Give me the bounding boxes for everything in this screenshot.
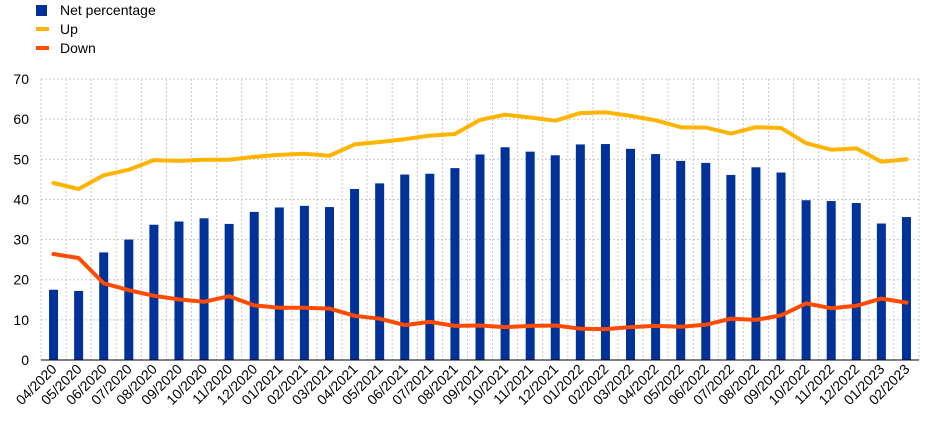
bar-net-percentage (274, 207, 284, 360)
bar-net-percentage (701, 162, 711, 360)
bar-net-percentage (74, 290, 84, 360)
bar-net-percentage (751, 167, 761, 360)
legend-label: Down (60, 40, 96, 56)
bar-net-percentage (450, 168, 460, 360)
bar-net-percentage (726, 174, 736, 360)
bar-net-percentage (149, 224, 159, 360)
bar-net-percentage (400, 174, 410, 360)
bar-net-percentage (600, 144, 610, 360)
legend-label: Up (60, 21, 78, 37)
bar-net-percentage (224, 223, 234, 360)
legend-label: Net percentage (60, 2, 156, 18)
bar-net-percentage (99, 252, 109, 360)
x-axis: 04/202005/202006/202007/202008/202009/20… (13, 359, 919, 408)
bar-net-percentage (651, 154, 661, 360)
bar-net-percentage (525, 151, 535, 360)
y-axis: 0 10 20 30 40 50 60 70 (13, 71, 29, 368)
legend-swatch-down (36, 46, 49, 50)
bar-net-percentage (676, 160, 686, 360)
bar-net-percentage (575, 144, 585, 360)
bar-net-percentage (199, 218, 209, 360)
y-tick-label: 20 (13, 272, 29, 288)
y-tick-label: 30 (13, 232, 29, 248)
bar-series (49, 144, 911, 360)
bar-net-percentage (249, 211, 259, 360)
bar-net-percentage (350, 188, 360, 360)
y-tick-label: 50 (13, 151, 29, 167)
bar-net-percentage (550, 155, 560, 360)
bar-net-percentage (851, 203, 861, 360)
y-tick-label: 60 (13, 111, 29, 127)
legend-swatch-net-percentage (36, 5, 47, 16)
bar-net-percentage (626, 148, 636, 360)
y-tick-label: 10 (13, 312, 29, 328)
bar-net-percentage (49, 289, 59, 360)
gridlines (40, 78, 920, 360)
line-up (51, 110, 909, 191)
legend-swatch-up (36, 27, 49, 31)
legend: Net percentage Up Down (36, 2, 156, 56)
bar-net-percentage (375, 183, 385, 360)
line-down (51, 252, 909, 332)
y-tick-label: 70 (13, 71, 29, 87)
bar-net-percentage (776, 172, 786, 360)
line-series (51, 110, 909, 332)
bar-net-percentage (876, 223, 886, 360)
bar-net-percentage (826, 201, 836, 360)
bar-net-percentage (500, 147, 510, 360)
bar-net-percentage (324, 207, 334, 360)
bar-net-percentage (299, 205, 309, 360)
y-tick-label: 40 (13, 191, 29, 207)
bar-net-percentage (174, 221, 184, 360)
y-tick-label: 0 (21, 352, 29, 368)
bar-net-percentage (124, 239, 134, 360)
bar-net-percentage (901, 217, 911, 360)
bar-net-percentage (425, 173, 435, 360)
bar-net-percentage (801, 200, 811, 360)
bar-net-percentage (475, 154, 485, 360)
